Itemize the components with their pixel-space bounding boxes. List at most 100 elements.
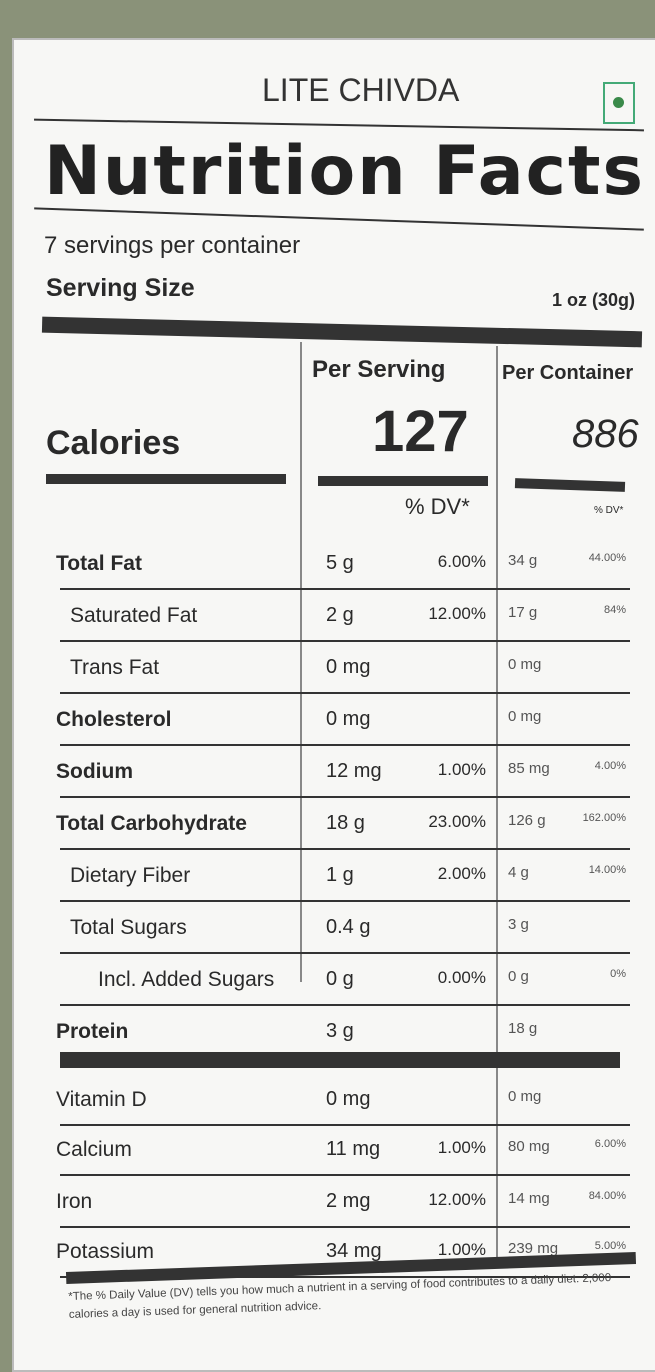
per-container-amount: 18 g: [508, 1020, 538, 1037]
per-container-dv: 6.00%: [594, 1138, 626, 1150]
per-serving-dv: 23.00%: [428, 812, 486, 831]
nutrient-name: Saturated Fat: [70, 604, 198, 627]
nutrient-row: Total Carbohydrate 18 g 23.00% 126 g 162.00%: [0, 800, 655, 852]
per-container-amount: 80 mg: [508, 1138, 550, 1155]
thick-divider: [318, 476, 488, 486]
per-container-amount: 14 mg: [508, 1190, 550, 1207]
per-container-amount: 0 mg: [508, 1088, 542, 1105]
nutrient-row: Sodium 12 mg 1.00% 85 mg 4.00%: [0, 748, 655, 800]
nutrient-name: Sodium: [56, 760, 133, 783]
nutrient-row: Iron 2 mg 12.00% 14 mg 84.00%: [0, 1178, 655, 1230]
per-serving-amount: 2 mg: [326, 1190, 371, 1212]
per-container-amount: 239 mg: [508, 1240, 559, 1257]
row-divider: [60, 952, 630, 954]
per-serving-amount: 0 g: [326, 968, 354, 990]
dv-header-container: % DV*: [594, 505, 624, 516]
per-serving-amount: 2 g: [326, 604, 354, 626]
nutrient-name: Dietary Fiber: [70, 864, 191, 887]
row-divider: [60, 1226, 630, 1228]
nutrient-name: Vitamin D: [56, 1088, 147, 1111]
per-serving-dv: 1.00%: [437, 760, 486, 779]
per-serving-dv: 6.00%: [437, 552, 486, 571]
per-container-amount: 4 g: [508, 864, 529, 881]
nutrient-row: Saturated Fat 2 g 12.00% 17 g 84%: [0, 592, 655, 644]
per-container-dv: 84.00%: [588, 1190, 626, 1202]
nutrition-facts-heading: Nutrition Facts: [44, 132, 645, 211]
dv-header: % DV*: [405, 494, 470, 519]
nutrient-name: Protein: [56, 1020, 129, 1043]
column-divider: [496, 346, 498, 1262]
per-serving-dv: 12.00%: [428, 604, 486, 623]
row-divider: [60, 1124, 630, 1126]
per-serving-amount: 1 g: [326, 864, 354, 886]
per-serving-amount: 18 g: [326, 812, 365, 834]
per-serving-amount: 0 mg: [326, 1088, 371, 1110]
per-container-dv: 5.00%: [594, 1240, 626, 1252]
per-container-dv: 162.00%: [582, 812, 626, 824]
nutrient-name: Calcium: [56, 1138, 132, 1161]
per-container-amount: 3 g: [508, 916, 529, 933]
per-container-amount: 85 mg: [508, 760, 550, 777]
nutrient-name: Total Sugars: [70, 916, 187, 939]
row-divider: [60, 796, 630, 798]
row-divider: [60, 1276, 630, 1278]
per-serving-amount: 5 g: [326, 552, 354, 574]
per-serving-dv: 12.00%: [428, 1190, 486, 1209]
row-divider: [60, 1052, 620, 1068]
row-divider: [60, 692, 630, 694]
product-name: LITE CHIVDA: [262, 72, 460, 108]
per-container-amount: 34 g: [508, 552, 538, 569]
nutrient-row: Cholesterol 0 mg 0 mg: [0, 696, 655, 748]
per-container-dv: 44.00%: [588, 552, 626, 564]
calories-label: Calories: [46, 424, 181, 462]
calories-per-serving: 127: [372, 399, 469, 464]
per-container-amount: 17 g: [508, 604, 538, 621]
per-container-dv: 14.00%: [588, 864, 626, 876]
calories-per-container: 886: [572, 412, 639, 456]
nutrient-name: Cholesterol: [56, 708, 172, 731]
nutrient-row: Trans Fat 0 mg 0 mg: [0, 644, 655, 696]
per-serving-amount: 11 mg: [326, 1138, 381, 1160]
per-container-amount: 126 g: [508, 812, 546, 829]
per-serving-dv: 2.00%: [437, 864, 486, 883]
row-divider: [60, 848, 630, 850]
nutrient-row: Dietary Fiber 1 g 2.00% 4 g 14.00%: [0, 852, 655, 904]
serving-size-value: 1 oz (30g): [552, 290, 636, 310]
per-container-dv: 0%: [610, 968, 626, 980]
nutrient-name: Potassium: [56, 1240, 155, 1263]
per-serving-dv: 1.00%: [437, 1240, 486, 1259]
nutrient-row: Protein 3 g 18 g: [0, 1008, 655, 1068]
serving-size-label: Serving Size: [46, 274, 195, 302]
per-serving-amount: 3 g: [326, 1020, 354, 1042]
nutrient-name: Iron: [56, 1190, 93, 1213]
per-serving-amount: 0.4 g: [326, 916, 371, 938]
per-serving-header: Per Serving: [312, 356, 446, 383]
nutrient-row: Potassium 34 mg 1.00% 239 mg 5.00%: [0, 1228, 655, 1280]
servings-per-container: 7 servings per container: [44, 232, 301, 259]
per-serving-dv: 0.00%: [437, 968, 486, 987]
nutrient-row: Total Fat 5 g 6.00% 34 g 44.00%: [0, 540, 655, 592]
per-serving-amount: 0 mg: [326, 656, 371, 678]
nutrient-row: Incl. Added Sugars 0 g 0.00% 0 g 0%: [0, 956, 655, 1008]
per-container-amount: 0 mg: [508, 708, 542, 725]
nutrient-name: Total Carbohydrate: [56, 812, 247, 835]
thick-divider: [46, 474, 286, 484]
row-divider: [60, 744, 630, 746]
per-container-header: Per Container: [502, 362, 634, 384]
nutrient-name: Total Fat: [56, 552, 142, 575]
per-container-dv: 84%: [603, 604, 626, 616]
per-serving-amount: 0 mg: [326, 708, 371, 730]
per-serving-dv: 1.00%: [437, 1138, 486, 1157]
column-divider: [300, 342, 302, 982]
row-divider: [60, 900, 630, 902]
nutrient-row: Total Sugars 0.4 g 3 g: [0, 904, 655, 956]
row-divider: [60, 1004, 630, 1006]
row-divider: [60, 588, 630, 590]
per-serving-amount: 34 mg: [326, 1240, 382, 1262]
row-divider: [60, 1174, 630, 1176]
nutrient-name: Incl. Added Sugars: [98, 968, 275, 991]
nutrient-name: Trans Fat: [70, 656, 160, 679]
row-divider: [60, 640, 630, 642]
per-container-amount: 0 mg: [508, 656, 542, 673]
per-container-dv: 4.00%: [594, 760, 626, 772]
